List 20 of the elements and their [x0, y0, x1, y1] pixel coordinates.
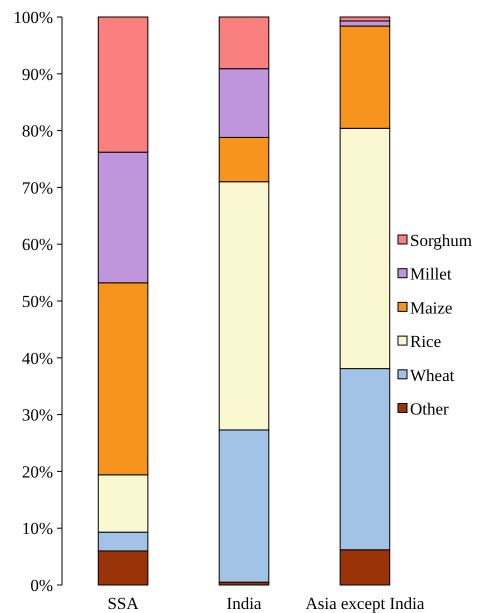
legend-label: Other — [410, 399, 450, 418]
x-tick-label: SSA — [107, 594, 140, 613]
legend-label: Rice — [410, 332, 442, 352]
y-tick-label: 80% — [22, 122, 53, 141]
y-tick-label: 20% — [22, 462, 53, 482]
y-tick-label: 50% — [22, 292, 53, 311]
legend-label: Wheat — [410, 366, 455, 385]
y-tick-label: 70% — [22, 178, 53, 198]
legend-label: Sorghum — [410, 230, 472, 250]
x-tick-label: India — [226, 594, 262, 613]
y-tick-label: 10% — [22, 519, 53, 538]
y-tick-label: 30% — [22, 406, 53, 425]
y-tick-label: 40% — [22, 348, 53, 368]
legend-label: Maize — [410, 298, 452, 318]
legend-label: Millet — [410, 264, 452, 284]
y-tick-label: 100% — [13, 8, 53, 27]
y-tick-label: 60% — [22, 235, 53, 254]
x-tick-label: Asia except India — [305, 594, 425, 613]
y-tick-label: 0% — [30, 576, 53, 595]
y-tick-label: 90% — [22, 64, 53, 84]
